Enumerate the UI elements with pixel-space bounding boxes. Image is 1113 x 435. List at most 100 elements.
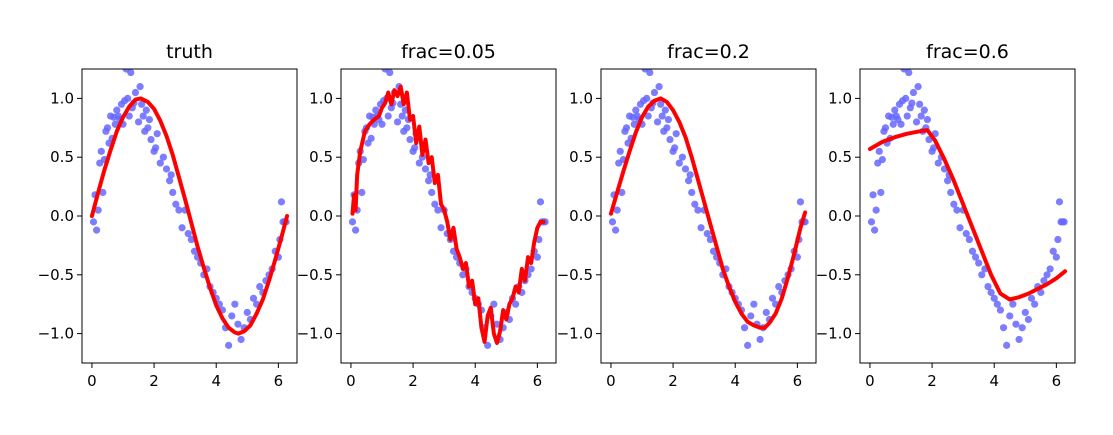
scatter-point	[187, 235, 195, 244]
x-tick-label: 4	[730, 372, 740, 390]
scatter-point	[372, 106, 380, 114]
scatter-point	[93, 226, 101, 234]
y-tick-label: 0.0	[828, 207, 852, 225]
x-tick-label: 0	[606, 372, 616, 390]
plot-area	[608, 69, 809, 349]
scatter-point	[697, 224, 705, 232]
scatter-point	[178, 224, 186, 232]
scatter-point	[190, 247, 199, 255]
y-tick-label: −1.0	[557, 325, 593, 343]
x-tick-label: 6	[274, 372, 284, 390]
x-tick-label: 2	[668, 372, 678, 390]
scatter-point	[990, 294, 998, 302]
axes-ticks: 0 2 4 6 1.0 0.5 0.0 −0.5 −1.0	[38, 89, 284, 390]
scatter-point	[393, 118, 402, 126]
scatter-point	[134, 118, 143, 126]
y-tick-label: −0.5	[38, 266, 74, 284]
scatter-point	[616, 147, 624, 155]
plot-area	[89, 69, 290, 349]
y-tick-label: −1.0	[38, 325, 74, 343]
scatter-point	[175, 206, 183, 214]
x-tick-label: 6	[1052, 372, 1062, 390]
scatter-point	[145, 115, 154, 124]
y-tick-label: 1.0	[50, 89, 74, 107]
scatter-point	[437, 224, 445, 232]
subplot-title: frac=0.2	[667, 41, 750, 63]
scatter-point	[428, 188, 436, 197]
scatter-point	[378, 120, 386, 128]
scatter-point	[169, 188, 177, 197]
scatter-point	[147, 135, 155, 144]
scatter-point	[630, 120, 638, 128]
y-tick-label: 0.5	[50, 148, 74, 166]
scatter-point	[914, 83, 922, 91]
scatter-point	[127, 69, 135, 77]
scatter-point	[1003, 341, 1011, 349]
scatter-point	[897, 120, 905, 128]
scatter-point	[103, 124, 112, 132]
scatter-point	[386, 69, 394, 77]
subplot-frac-0-05: frac=0.05 0 2 4 6 1.0 0.5 0.0 −0.5 −1.0	[297, 41, 557, 390]
scatter-point	[905, 69, 913, 77]
scatter-point	[646, 69, 654, 77]
scatter-point	[703, 230, 711, 238]
scatter-point	[923, 115, 932, 124]
scatter-point	[125, 112, 133, 120]
scatter-point	[136, 83, 144, 91]
scatter-point	[902, 94, 910, 102]
scatter-point	[661, 106, 669, 114]
scatter-point	[681, 165, 690, 173]
scatter-point	[139, 112, 147, 120]
scatter-point	[877, 188, 885, 197]
scatter-point	[612, 226, 620, 234]
scatter-point	[978, 271, 986, 279]
scatter-point	[94, 206, 102, 214]
y-tick-label: 1.0	[569, 89, 593, 107]
scatter-point	[152, 144, 160, 152]
scatter-point	[1009, 300, 1017, 308]
scatter-point	[184, 230, 192, 238]
x-tick-label: 4	[211, 372, 221, 390]
scatter-point	[243, 308, 251, 317]
scatter-point	[685, 177, 693, 185]
scatter-point	[908, 99, 916, 107]
axes-ticks: 0 2 4 6 1.0 0.5 0.0 −0.5 −1.0	[557, 89, 803, 390]
scatter-point	[352, 226, 360, 234]
scatter-point	[740, 324, 749, 332]
scatter-point	[968, 247, 977, 255]
scatter-point	[756, 335, 764, 344]
scatter-point	[775, 282, 783, 291]
scatter-point	[1027, 294, 1036, 302]
scatter-point	[663, 124, 671, 132]
scatter-point	[367, 134, 375, 142]
y-tick-label: 1.0	[309, 89, 333, 107]
subplot-title: truth	[166, 41, 213, 63]
y-tick-label: 1.0	[828, 89, 852, 107]
x-tick-label: 4	[989, 372, 999, 390]
scatter-point	[425, 177, 433, 185]
y-tick-label: −1.0	[297, 325, 333, 343]
scatter-point	[950, 200, 958, 208]
scatter-point	[947, 188, 955, 197]
x-tick-label: 2	[149, 372, 159, 390]
scatter-point	[89, 218, 98, 226]
y-tick-label: 0.5	[569, 148, 593, 166]
scatter-point	[131, 88, 140, 97]
scatter-point	[1055, 198, 1064, 206]
x-tick-label: 2	[927, 372, 937, 390]
scatter-point	[493, 320, 501, 328]
scatter-point	[348, 218, 357, 226]
scatter-point	[975, 259, 983, 267]
subplot-truth: truth 0 2 4 6 1.0 0.5 0.0 −0.5 −1.0	[38, 41, 298, 390]
scatter-point	[277, 198, 286, 206]
scatter-point	[97, 147, 105, 155]
scatter-point	[996, 306, 1005, 314]
scatter-point	[920, 106, 928, 114]
y-tick-label: −0.5	[816, 266, 852, 284]
x-tick-label: 2	[408, 372, 418, 390]
scatter-point	[1040, 277, 1048, 285]
scatter-point	[225, 341, 233, 349]
scatter-point	[762, 308, 770, 317]
y-tick-label: 0.0	[50, 207, 74, 225]
scatter-point	[99, 188, 107, 197]
